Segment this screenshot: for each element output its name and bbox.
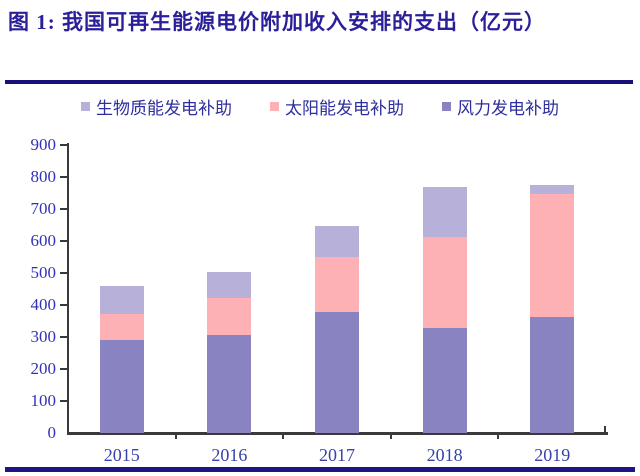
- legend-label-wind: 风力发电补助: [457, 99, 559, 118]
- y-axis-label-100: 100: [30, 391, 57, 410]
- bar-segment-2016-风力发电补助: [207, 334, 252, 433]
- bar-segment-2019-太阳能发电补助: [530, 193, 575, 317]
- x-axis-boundary-tick: [174, 433, 177, 439]
- x-axis-label-2017: 2017: [318, 445, 355, 465]
- bar-segment-2019-风力发电补助: [530, 316, 575, 433]
- x-axis-label-2015: 2015: [103, 445, 140, 465]
- legend-item-biomass: 生物质能发电补助: [81, 94, 232, 119]
- y-axis-label-800: 800: [30, 167, 57, 186]
- bar-segment-2018-太阳能发电补助: [422, 236, 467, 329]
- top-divider-rule: [5, 80, 633, 84]
- x-axis-line: [67, 432, 608, 435]
- y-axis-label-0: 0: [47, 423, 57, 442]
- x-axis-label-2019: 2019: [534, 445, 571, 465]
- x-axis-boundary-tick: [282, 433, 285, 439]
- y-axis-tick-500: [60, 272, 67, 274]
- y-axis-tick-400: [60, 304, 67, 306]
- bar-segment-2018-风力发电补助: [422, 328, 467, 433]
- y-axis-tick-800: [60, 176, 67, 178]
- bar-segment-2017-生物质能发电补助: [315, 226, 359, 257]
- x-axis-boundary-tick: [389, 433, 392, 439]
- bar-segment-2017-风力发电补助: [315, 311, 359, 433]
- x-axis-label-2018: 2018: [426, 445, 463, 465]
- x-axis-end-cap: [604, 426, 606, 434]
- y-axis-line: [67, 143, 69, 434]
- y-axis-label-700: 700: [30, 199, 57, 218]
- y-axis-tick-600: [60, 240, 67, 242]
- legend-label-solar: 太阳能发电补助: [285, 99, 404, 118]
- bar-segment-2015-生物质能发电补助: [99, 285, 144, 314]
- y-axis-tick-900: [60, 144, 67, 146]
- y-axis-label-300: 300: [30, 327, 57, 346]
- legend-item-wind: 风力发电补助: [442, 94, 559, 119]
- stacked-bar-chart: 0 100 200 300 400 500 600 700 800 900 2015 2016 2017…: [0, 130, 640, 476]
- wind-swatch-icon: [442, 102, 451, 111]
- legend-item-solar: 太阳能发电补助: [270, 94, 404, 119]
- y-axis-label-500: 500: [30, 263, 57, 282]
- bar-segment-2017-太阳能发电补助: [315, 257, 359, 312]
- y-axis-label-600: 600: [30, 231, 57, 250]
- y-axis-label-200: 200: [30, 359, 57, 378]
- y-axis-tick-300: [60, 336, 67, 338]
- x-axis-boundary-tick: [497, 433, 500, 439]
- chart-legend: 生物质能发电补助 太阳能发电补助 风力发电补助: [0, 94, 640, 119]
- bar-segment-2015-风力发电补助: [99, 340, 144, 433]
- bar-segment-2018-生物质能发电补助: [422, 186, 467, 237]
- figure-title: 图 1: 我国可再生能源电价附加收入安排的支出（亿元）: [8, 10, 546, 34]
- x-axis-label-2016: 2016: [211, 445, 248, 465]
- y-axis-label-900: 900: [30, 135, 57, 154]
- y-axis-tick-100: [60, 400, 67, 402]
- biomass-swatch-icon: [81, 102, 90, 111]
- bar-segment-2019-生物质能发电补助: [530, 184, 575, 194]
- y-axis-tick-200: [60, 368, 67, 370]
- y-axis-tick-700: [60, 208, 67, 210]
- solar-swatch-icon: [270, 102, 279, 111]
- bar-segment-2016-生物质能发电补助: [207, 271, 252, 298]
- y-axis-label-400: 400: [30, 295, 57, 314]
- bottom-divider-rule: [5, 467, 635, 472]
- bar-segment-2016-太阳能发电补助: [207, 297, 252, 335]
- bar-segment-2015-太阳能发电补助: [99, 313, 144, 341]
- legend-label-biomass: 生物质能发电补助: [96, 99, 232, 118]
